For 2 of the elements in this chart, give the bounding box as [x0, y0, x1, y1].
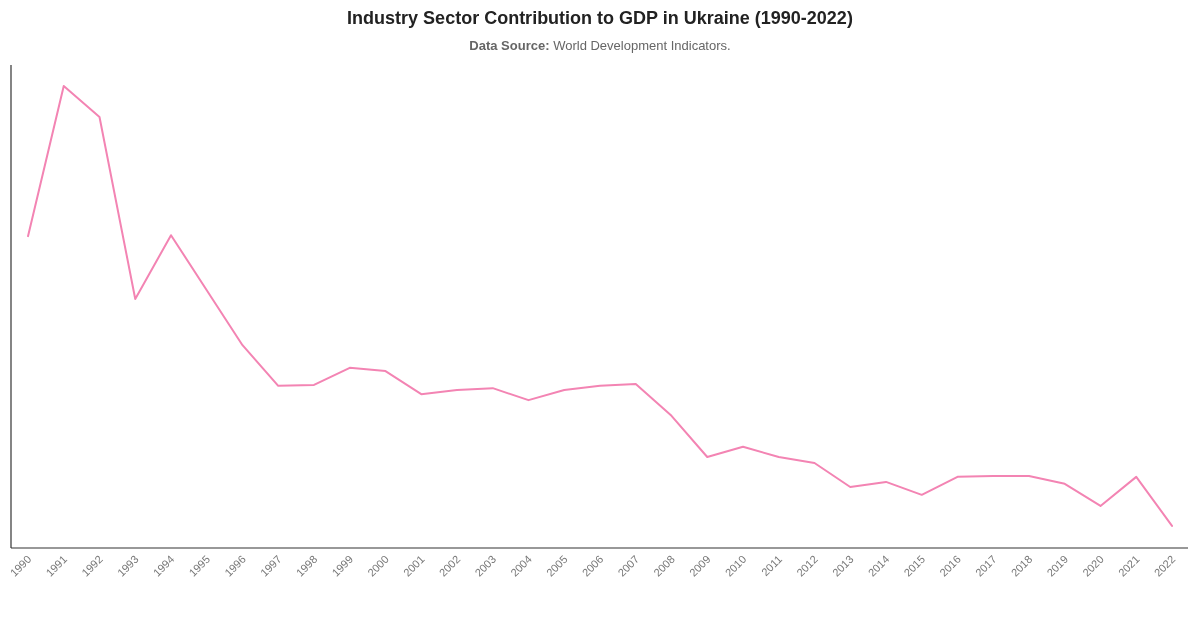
chart-title: Industry Sector Contribution to GDP in Ukraine (1990-2022) — [347, 8, 853, 28]
chart-subtitle: Data Source: World Development Indicators. — [469, 38, 731, 53]
